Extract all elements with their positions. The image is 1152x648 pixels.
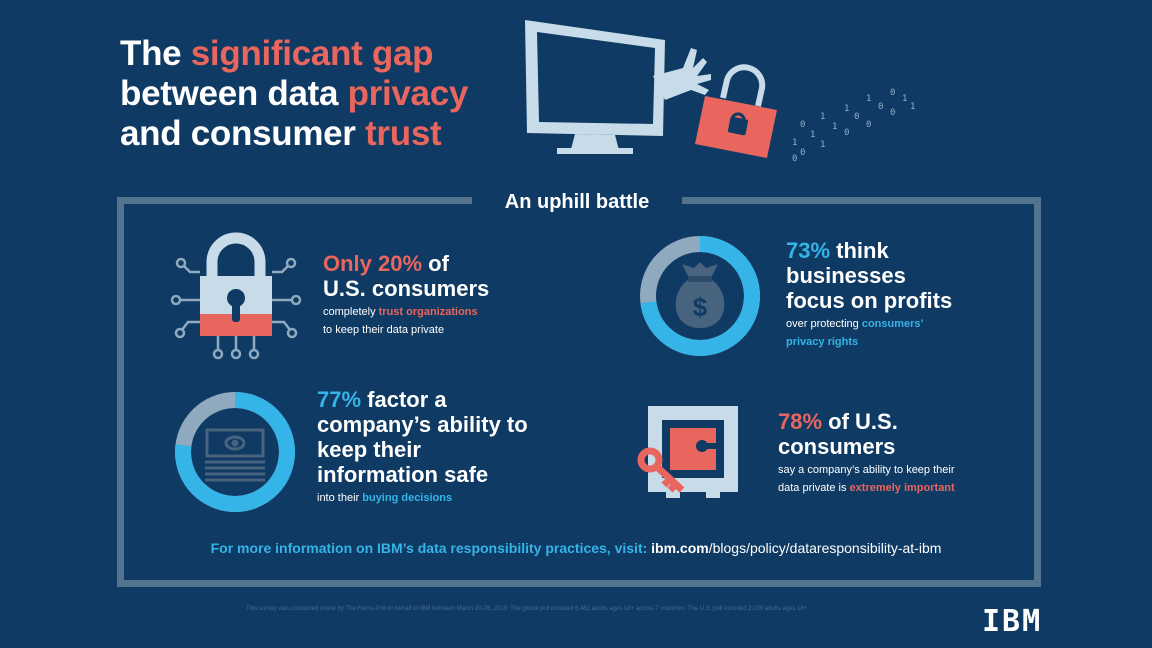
stat-percent: 77% [317,387,362,412]
stat-card-4: 78% of U.S. consumers say a company’s ab… [778,409,955,497]
binary-digit: 1 [820,140,826,150]
cash-stack-icon [175,392,295,512]
stat-detail-highlight: extremely important [849,482,955,494]
stat-head-text: think [830,238,889,263]
stat-percent: 78% [778,409,823,434]
stat-detail-text: over protecting [786,318,862,330]
monitor-icon [525,20,665,154]
title-highlight: trust [365,114,442,153]
stat-card-2: 73% think businesses focus on profits ov… [786,238,952,351]
section-title: An uphill battle [472,186,682,218]
stat-detail-highlight: buying decisions [362,492,453,504]
donut-progress [175,392,295,512]
stat-detail: over protecting consumers’ [786,315,952,333]
binary-digit: 0 [854,112,860,122]
stat-detail: into their buying decisions [317,489,528,507]
donut-progress [640,236,760,356]
binary-digit: 0 [878,102,884,112]
stat-detail: data private is extremely important [778,479,955,497]
stat-headline-line: information safe [317,462,489,487]
stat-detail-text: data private is [778,482,850,494]
title-highlight: privacy [347,74,469,113]
binary-stream: 0 1 1 0 1 0 0 1 1 0 0 1 0 1 1 0 1 0 [790,88,930,168]
binary-digit: 0 [800,120,806,130]
padlock-circuit-icon [170,232,302,360]
binary-digit: 0 [800,148,806,158]
hacker-monitor-illustration [525,20,777,158]
survey-disclaimer: This survey was conducted online by The … [246,606,810,612]
title-highlight: significant gap [190,34,434,73]
info-link-line: For more information on IBM’s data respo… [0,540,1152,556]
info-link-domain[interactable]: ibm.com [651,540,709,556]
binary-digit: 1 [910,102,916,112]
binary-digit: 1 [832,122,838,132]
binary-digit: 0 [844,128,850,138]
stat-detail-highlight: consumers’ [861,318,924,330]
stat-headline: 73% think [786,238,952,263]
binary-digit: 0 [866,120,872,130]
binary-digit: 1 [866,94,872,104]
padlock-icon [695,64,777,158]
stat-percent: 73% [786,238,831,263]
binary-digit: 1 [792,138,798,148]
stat-detail-line: to keep their data private [323,324,445,336]
binary-digit: 0 [890,108,896,118]
stat-head-text: of [422,251,449,276]
binary-digit: 0 [792,154,798,164]
svg-text:$: $ [693,292,708,322]
stat-detail-line: privacy rights [786,336,859,348]
stat-detail-line: say a company’s ability to keep their [778,464,955,476]
binary-digit: 1 [810,130,816,140]
stat-detail: completely trust organizations [323,303,489,321]
title-text: between data [120,74,348,113]
info-link-prefix: For more information on IBM’s data respo… [210,540,652,556]
page-title: The significant gap between data privacy… [120,34,540,154]
stat-headline: Only 20% of [323,251,489,276]
stat-headline-line: keep their [317,437,421,462]
key-icon [637,447,685,493]
stat-headline-line: consumers [778,434,896,459]
title-text: and consumer [120,114,366,153]
stat-card-3: 77% factor a company’s ability to keep t… [317,387,528,507]
cash-bills [205,428,265,482]
title-text: The [120,34,191,73]
stat-detail-text: into their [317,492,363,504]
stat-headline: 78% of U.S. [778,409,955,434]
stat-headline-line: company’s ability to [317,412,528,437]
binary-digit: 1 [902,94,908,104]
stat-headline: 77% factor a [317,387,528,412]
stat-detail-highlight: trust organizations [378,306,478,318]
stat-head-text: of U.S. [822,409,898,434]
stat-percent: Only 20% [323,251,423,276]
hand-icon [653,48,711,100]
stat-headline-line: focus on profits [786,288,953,313]
safe-key-icon [637,406,738,498]
stat-headline-line: businesses [786,263,906,288]
stat-head-text: factor a [361,387,447,412]
money-bag-icon: $ [640,236,760,356]
binary-digit: 0 [890,88,896,98]
money-bag: $ [675,262,725,328]
ibm-logo: IBM [982,604,1043,639]
stat-detail-text: completely [323,306,379,318]
stat-headline-line: U.S. consumers [323,276,490,301]
info-link-path[interactable]: /blogs/policy/dataresponsibility-at-ibm [708,540,942,556]
stat-card-1: Only 20% of U.S. consumers completely tr… [323,251,489,339]
binary-digit: 1 [820,112,826,122]
binary-digit: 1 [844,104,850,114]
